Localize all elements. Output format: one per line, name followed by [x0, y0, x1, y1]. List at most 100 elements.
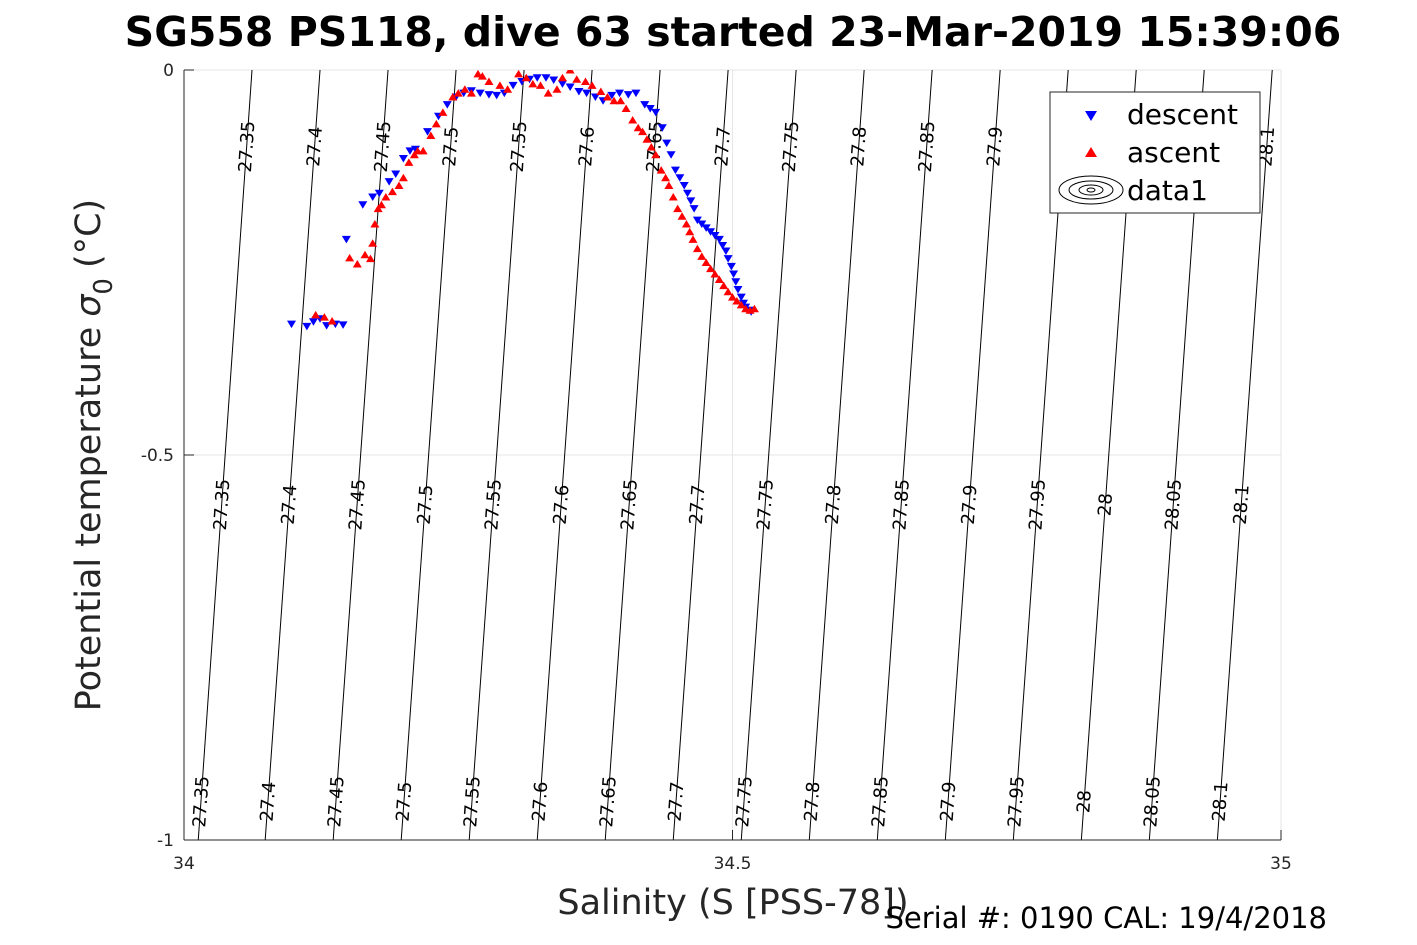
descent-point [631, 89, 641, 98]
density-contour-label: 27.6 [575, 126, 599, 167]
density-contour-label: 27.75 [732, 775, 757, 828]
descent-point [590, 93, 600, 101]
ascent-point [438, 108, 448, 116]
ascent-point [581, 77, 591, 86]
descent-point [565, 83, 575, 91]
descent-point [582, 89, 592, 98]
descent-point [714, 235, 724, 244]
ascent-point [319, 313, 329, 321]
descent-point [308, 318, 318, 326]
series-descent [287, 74, 756, 331]
density-contour-label: 28.1 [1230, 484, 1254, 525]
descent-point [726, 262, 736, 271]
ascent-point [565, 70, 575, 74]
ascent-point [448, 92, 458, 101]
density-contour-label: 27.55 [481, 478, 506, 531]
ascent-point [602, 92, 612, 101]
legend-descent-label: descent [1127, 98, 1238, 131]
descent-point [374, 189, 384, 198]
ascent-point [673, 204, 683, 213]
density-contour-label: 27.45 [345, 478, 370, 531]
ascent-point [587, 81, 597, 89]
density-contour-label: 28 [1094, 492, 1117, 516]
density-contour-label: 27.85 [889, 478, 914, 531]
descent-point [358, 201, 368, 209]
ascent-point [621, 104, 631, 112]
density-contour-label: 28.05 [1140, 775, 1165, 828]
ascent-point [642, 135, 652, 143]
density-contour-27-5 [400, 70, 457, 840]
ascent-point [376, 200, 386, 209]
descent-point [710, 232, 720, 240]
descent-point [692, 216, 702, 225]
descent-point [508, 81, 518, 90]
descent-point [492, 91, 502, 100]
descent-point [718, 242, 728, 250]
legend-descent-marker [1085, 111, 1097, 121]
density-contour-label: 27.55 [460, 775, 485, 828]
density-contour-labels: 27.35 27.35 27.35 27.4 27.4 27.4 27.45 27.45 27.… [189, 120, 1279, 828]
density-contour-27-45 [332, 70, 389, 840]
density-contour-label: 27.8 [801, 781, 825, 822]
ascent-point [628, 116, 638, 124]
density-contour-label: 27.45 [324, 775, 349, 828]
density-contour-27-65 [604, 70, 661, 840]
ascent-point [373, 204, 383, 213]
descent-point [679, 182, 689, 190]
ascent-point [638, 127, 648, 136]
ascent-point [394, 181, 404, 189]
descent-point [405, 147, 415, 155]
series-ascent [311, 70, 759, 325]
density-contour-label: 27.65 [596, 775, 621, 828]
y-axis-label-unit: (°C) [69, 199, 109, 268]
ascent-point [728, 293, 737, 301]
descent-point [662, 139, 672, 148]
ascent-point [365, 254, 375, 263]
ascent-point [431, 119, 441, 128]
ascent-point [503, 85, 513, 93]
density-contour-label: 27.8 [847, 126, 871, 167]
descent-point [557, 80, 567, 88]
descent-point [651, 108, 661, 117]
ascent-point [685, 227, 695, 236]
ascent-point [688, 235, 698, 243]
density-contour-27-35 [197, 70, 253, 840]
descent-point [666, 151, 676, 159]
density-contours [197, 70, 1273, 840]
legend-data1-label: data1 [1127, 174, 1208, 207]
y-axis-label-text: Potential temperature [69, 327, 109, 711]
ascent-point [714, 275, 724, 283]
density-contour-label: 27.35 [235, 120, 260, 173]
ascent-point [719, 281, 729, 290]
ascent-point [596, 87, 606, 96]
descent-point [384, 178, 394, 186]
descent-point [645, 105, 655, 113]
x-tick-label-0: 34 [173, 854, 195, 874]
density-contour-label: 27.4 [278, 484, 302, 525]
ascent-point [609, 96, 619, 105]
descent-point [657, 124, 667, 132]
descent-point [341, 235, 351, 244]
density-contour-28-1 [1216, 70, 1273, 840]
ascent-point [543, 89, 553, 97]
ascent-point [311, 310, 321, 319]
density-contour-label: 27.65 [617, 478, 642, 531]
ascent-point [677, 212, 687, 220]
ascent-point [521, 73, 531, 82]
ascent-point [381, 193, 391, 201]
density-contour-label: 27.9 [937, 781, 961, 822]
data-markers [287, 70, 759, 331]
descent-point [338, 321, 348, 329]
ascent-point [616, 96, 626, 105]
descent-point [706, 228, 716, 236]
descent-point [607, 91, 617, 100]
density-contour-label: 27.5 [393, 781, 417, 822]
descent-point [721, 247, 731, 255]
ascent-point [398, 173, 408, 182]
descent-point [675, 174, 685, 182]
ascent-point [387, 187, 397, 196]
descent-point [686, 197, 696, 205]
ascent-point [557, 73, 567, 82]
density-contour-label: 27.9 [983, 126, 1007, 167]
